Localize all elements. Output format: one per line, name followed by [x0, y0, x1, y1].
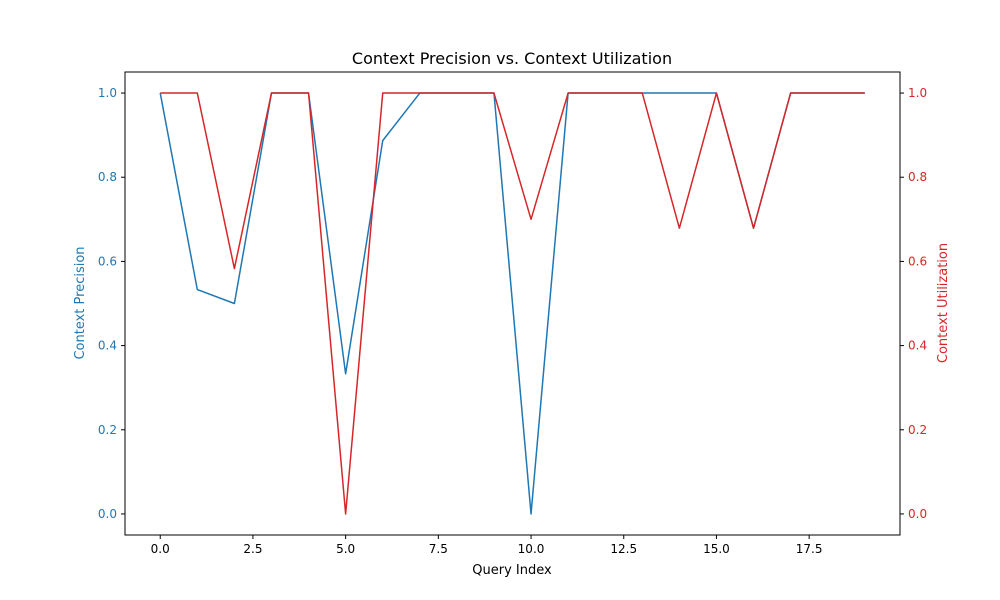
x-tick-label: 5.0 — [336, 542, 355, 556]
y-right-tick-label: 0.4 — [908, 339, 927, 353]
y-left-tick-label: 0.8 — [98, 170, 117, 184]
y-right-tick-label: 0.2 — [908, 423, 927, 437]
y-left-tick-label: 0.4 — [98, 339, 117, 353]
x-tick-label: 10.0 — [518, 542, 545, 556]
x-tick-label: 2.5 — [243, 542, 262, 556]
y-right-tick-label: 0.0 — [908, 507, 927, 521]
x-axis-label: Query Index — [472, 563, 552, 578]
series-line-context-utilization — [160, 92, 865, 515]
y-left-tick-label: 1.0 — [98, 86, 117, 100]
y-left-tick-label: 0.0 — [98, 507, 117, 521]
y-axis-label-right: Context Utilization — [936, 243, 951, 363]
x-tick-label: 0.0 — [151, 542, 170, 556]
y-right-tick-label: 0.6 — [908, 254, 927, 268]
y-axis-label-left: Context Precision — [73, 246, 88, 359]
y-right-tick-label: 0.8 — [908, 170, 927, 184]
x-tick-label: 15.0 — [703, 542, 730, 556]
y-left-tick-label: 0.6 — [98, 254, 117, 268]
x-tick-label: 7.5 — [429, 542, 448, 556]
y-right-tick-label: 1.0 — [908, 86, 927, 100]
y-left-tick-label: 0.2 — [98, 423, 117, 437]
x-tick-label: 17.5 — [796, 542, 823, 556]
x-tick-label: 12.5 — [610, 542, 637, 556]
chart-title: Context Precision vs. Context Utilizatio… — [352, 49, 672, 68]
plot-area: 0.0 2.5 5.0 7.5 10.0 12.5 15.0 17.5 0.0 0.2 0.4 0.6… — [98, 71, 927, 556]
axes-frame — [124, 71, 901, 536]
